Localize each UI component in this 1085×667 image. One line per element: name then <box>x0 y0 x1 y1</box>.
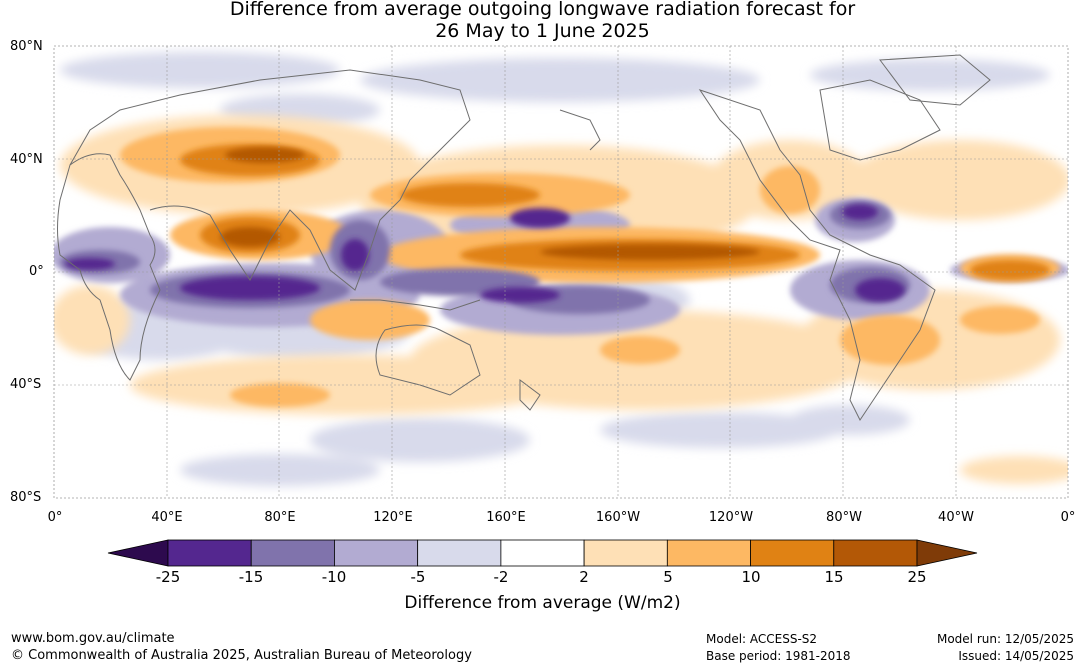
lon-label-40w: 40°W <box>938 510 974 525</box>
lon-label-0-right: 0° <box>1060 510 1076 525</box>
model-run-date: Model run: 12/05/2025 <box>936 632 1074 646</box>
colorbar-tick: -15 <box>238 568 264 586</box>
map-title-line-1: Difference from average outgoing longwav… <box>229 0 856 20</box>
colorbar <box>107 539 978 567</box>
colorbar-segment <box>417 539 502 567</box>
issued-date: Issued: 14/05/2025 <box>958 649 1074 663</box>
colorbar-tick: 2 <box>579 568 589 586</box>
colorbar-label: Difference from average (W/m2) <box>404 593 681 613</box>
lon-label-80e: 80°E <box>264 510 296 525</box>
colorbar-tick: 5 <box>663 568 673 586</box>
colorbar-segment <box>500 539 585 567</box>
lat-label-80s: 80°S <box>10 490 42 505</box>
colorbar-segment <box>750 539 835 567</box>
map-title-line-2: 26 May to 1 June 2025 <box>435 20 650 42</box>
colorbar-tick: 10 <box>741 568 761 586</box>
anomaly-extreme-positive <box>220 147 760 260</box>
colorbar-segment <box>250 539 335 567</box>
colorbar-tick: 15 <box>824 568 844 586</box>
colorbar-tick: 25 <box>907 568 927 586</box>
website-link[interactable]: www.bom.gov.au/climate <box>11 631 175 646</box>
lon-label-160w: 160°W <box>595 510 641 525</box>
model-name: Model: ACCESS-S2 <box>706 632 818 646</box>
lon-label-120w: 120°W <box>708 510 754 525</box>
colorbar-segment <box>833 539 918 567</box>
olr-anomaly-map <box>53 45 1069 499</box>
lon-label-160e: 160°E <box>486 510 526 525</box>
lon-label-40e: 40°E <box>151 510 183 525</box>
base-period: Base period: 1981-2018 <box>706 649 851 663</box>
lat-label-equator: 0° <box>29 264 44 279</box>
anomaly-extreme-negative <box>65 204 905 303</box>
lat-label-80n: 80°N <box>10 39 43 54</box>
lon-label-80w: 80°W <box>826 510 862 525</box>
graticule <box>54 46 1068 498</box>
colorbar-segment <box>583 539 668 567</box>
coastlines <box>57 54 991 421</box>
colorbar-tick: -5 <box>410 568 426 586</box>
copyright-text: © Commonwealth of Australia 2025, Austra… <box>11 648 472 663</box>
lat-label-40s: 40°S <box>10 377 42 392</box>
lon-label-0: 0° <box>47 510 63 525</box>
colorbar-tick: -10 <box>321 568 347 586</box>
colorbar-arrow-high <box>916 539 978 567</box>
colorbar-segment <box>666 539 751 567</box>
lat-label-40n: 40°N <box>10 152 43 167</box>
colorbar-arrow-low <box>107 539 169 567</box>
colorbar-segment <box>167 539 252 567</box>
colorbar-tick: -2 <box>493 568 509 586</box>
colorbar-segment <box>334 539 419 567</box>
colorbar-tick: -25 <box>155 568 181 586</box>
lon-label-120e: 120°E <box>373 510 413 525</box>
